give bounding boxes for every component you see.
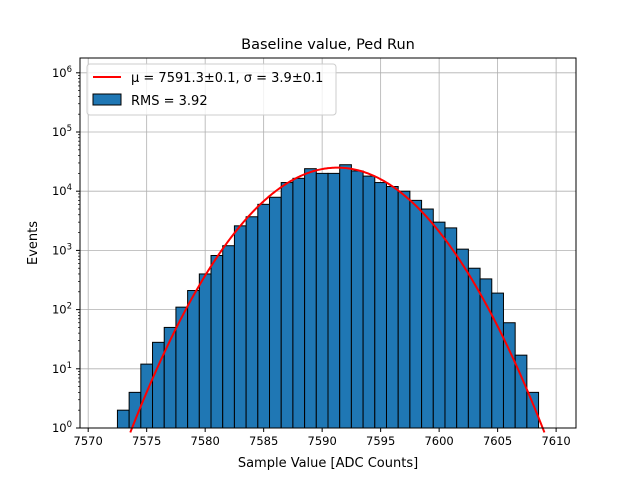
histogram-bar — [140, 363, 154, 429]
x-tick-label: 7590 — [308, 434, 337, 448]
histogram-bar — [187, 290, 200, 429]
gaussian-fit — [129, 166, 546, 433]
x-tick-label: 7595 — [366, 434, 395, 448]
histogram-bars — [116, 164, 540, 429]
histogram-bar — [116, 409, 130, 429]
x-tick-label: 7600 — [424, 434, 453, 448]
histogram-bar — [397, 190, 411, 429]
histogram-bar — [491, 292, 504, 429]
legend-box — [86, 63, 337, 116]
histogram-bar — [339, 164, 352, 429]
histogram-bar — [374, 182, 387, 429]
histogram-bar — [479, 278, 493, 429]
chart-title: Baseline value, Ped Run — [241, 37, 415, 53]
x-tick-label: 7585 — [249, 434, 278, 448]
histogram-bar — [526, 391, 540, 429]
legend-rms-label: RMS = 3.92 — [131, 94, 208, 109]
histogram-bar — [222, 245, 235, 429]
x-axis-label: Sample Value [ADC Counts] — [238, 456, 418, 471]
histogram-bar — [502, 322, 516, 429]
histogram-bar — [292, 177, 306, 429]
histogram-bar — [304, 168, 317, 429]
x-tick-label: 7570 — [74, 434, 103, 448]
histogram-bar — [198, 273, 212, 429]
x-tick-label: 7610 — [541, 434, 570, 448]
x-tick-label: 7580 — [191, 434, 220, 448]
legend-rms-patch — [92, 93, 122, 106]
histogram-bar — [245, 216, 259, 429]
histogram-bar — [210, 255, 224, 429]
histogram-bar — [327, 172, 341, 429]
histogram-bar — [269, 196, 282, 429]
plot-frame — [79, 57, 577, 429]
legend: μ = 7591.3±0.1, σ = 3.9±0.1 RMS = 3.92 — [86, 63, 337, 116]
histogram-bar — [432, 221, 446, 429]
histogram-bar — [385, 186, 399, 429]
x-axis-ticks: 7570 7575 7580 7585 7590 7595 7600 7605 7610 — [74, 428, 571, 448]
x-tick-label: 7575 — [132, 434, 161, 448]
histogram-bar — [409, 199, 423, 429]
legend-fit-label: μ = 7591.3±0.1, σ = 3.9±0.1 — [131, 71, 323, 86]
y-axis-label: Events — [26, 221, 41, 265]
histogram-bar — [350, 170, 364, 429]
histogram-bar — [421, 208, 434, 429]
x-tick-label: 7605 — [483, 434, 512, 448]
histogram-bar — [233, 225, 247, 429]
histogram-bar — [280, 182, 294, 429]
histogram-bar — [362, 175, 376, 429]
histogram-bar — [257, 203, 271, 429]
fit-curve — [129, 166, 546, 433]
histogram-bar — [315, 172, 329, 429]
histogram-bar — [456, 248, 469, 429]
histogram-bar — [444, 227, 458, 429]
